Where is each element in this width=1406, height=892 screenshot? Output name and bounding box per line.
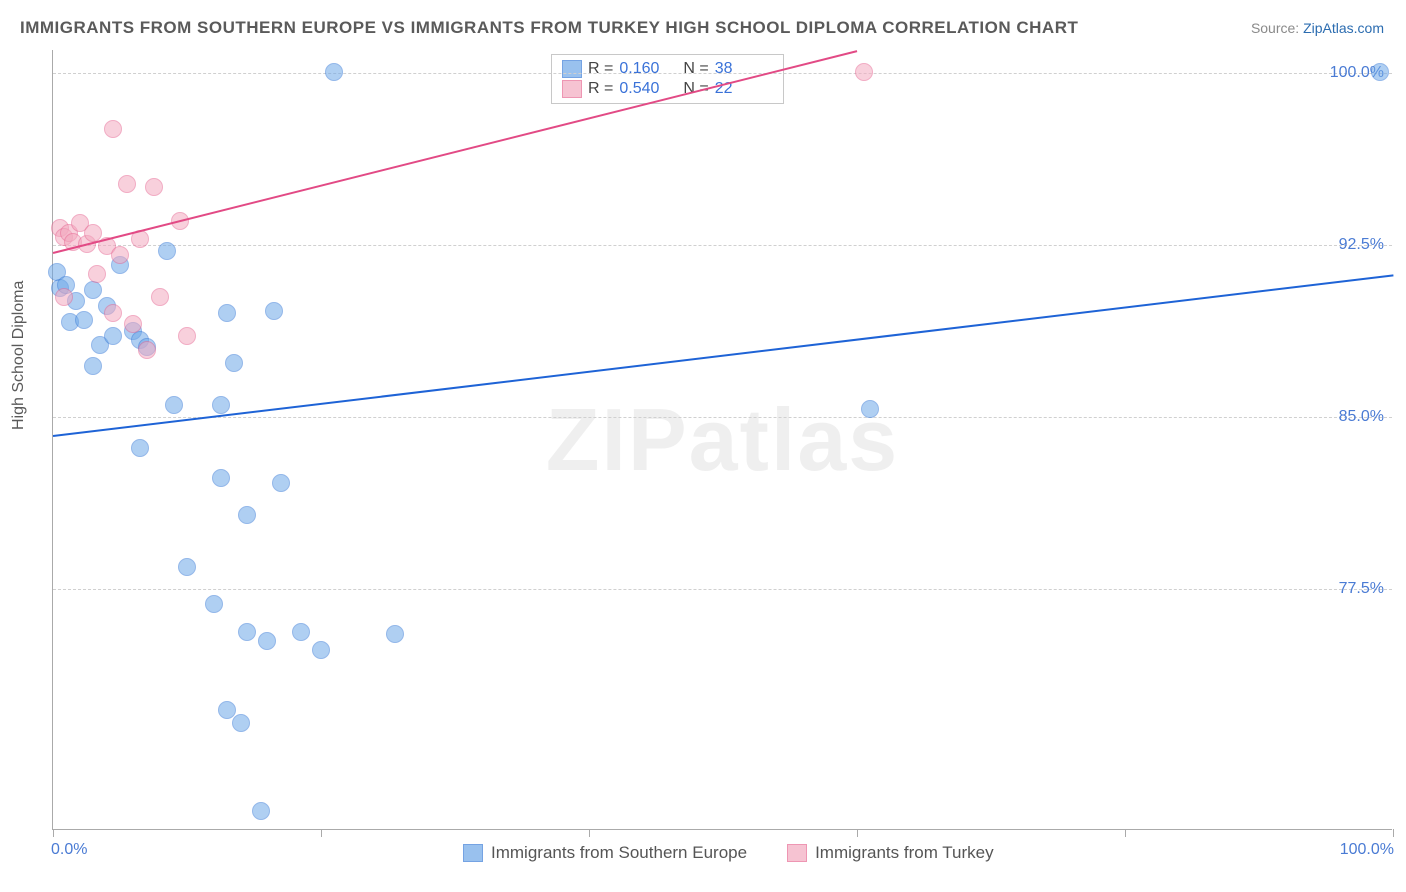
- x-tick: [321, 829, 322, 837]
- legend-series-name: Immigrants from Turkey: [815, 843, 994, 863]
- gridline: [53, 417, 1392, 418]
- scatter-point: [218, 304, 236, 322]
- chart-plot-area: ZIPatlas R = 0.160N = 38R = 0.540N = 22 …: [52, 50, 1392, 830]
- y-tick-label: 77.5%: [1339, 580, 1384, 598]
- legend-stat-row: R = 0.160N = 38: [562, 59, 773, 79]
- scatter-point: [111, 246, 129, 264]
- scatter-point: [212, 396, 230, 414]
- legend-swatch: [562, 80, 582, 98]
- scatter-point: [84, 281, 102, 299]
- trend-line: [53, 50, 857, 254]
- scatter-point: [232, 714, 250, 732]
- scatter-point: [131, 439, 149, 457]
- scatter-point: [258, 632, 276, 650]
- scatter-point: [178, 558, 196, 576]
- gridline: [53, 589, 1392, 590]
- scatter-point: [238, 623, 256, 641]
- x-tick: [53, 829, 54, 837]
- source-prefix: Source:: [1251, 20, 1303, 36]
- legend-r-label: R =: [588, 60, 613, 78]
- x-tick: [1125, 829, 1126, 837]
- scatter-point: [272, 474, 290, 492]
- scatter-point: [265, 302, 283, 320]
- scatter-point: [1371, 63, 1389, 81]
- scatter-point: [225, 354, 243, 372]
- x-tick: [857, 829, 858, 837]
- x-tick: [1393, 829, 1394, 837]
- scatter-point: [151, 288, 169, 306]
- watermark-text: ZIPatlas: [546, 389, 899, 491]
- legend-swatch: [562, 60, 582, 78]
- x-axis-min-label: 0.0%: [51, 841, 87, 859]
- scatter-point: [145, 178, 163, 196]
- chart-title: IMMIGRANTS FROM SOUTHERN EUROPE VS IMMIG…: [20, 18, 1078, 38]
- legend-series-item: Immigrants from Southern Europe: [463, 843, 747, 863]
- legend-r-label: R =: [588, 80, 613, 98]
- gridline: [53, 73, 1392, 74]
- source-link[interactable]: ZipAtlas.com: [1303, 20, 1384, 36]
- trend-line: [53, 275, 1393, 438]
- legend-series-bottom: Immigrants from Southern Europe Immigrant…: [463, 843, 994, 863]
- scatter-point: [75, 311, 93, 329]
- legend-swatch: [787, 844, 807, 862]
- scatter-point: [312, 641, 330, 659]
- scatter-point: [205, 595, 223, 613]
- scatter-point: [118, 175, 136, 193]
- scatter-point: [104, 327, 122, 345]
- legend-r-value: 0.160: [619, 60, 677, 78]
- scatter-point: [855, 63, 873, 81]
- legend-series-item: Immigrants from Turkey: [787, 843, 994, 863]
- x-axis-max-label: 100.0%: [1340, 841, 1394, 859]
- scatter-point: [55, 288, 73, 306]
- scatter-point: [238, 506, 256, 524]
- scatter-point: [861, 400, 879, 418]
- legend-stat-row: R = 0.540N = 22: [562, 79, 773, 99]
- scatter-point: [124, 315, 142, 333]
- scatter-point: [88, 265, 106, 283]
- legend-r-value: 0.540: [619, 80, 677, 98]
- scatter-point: [84, 357, 102, 375]
- scatter-point: [104, 120, 122, 138]
- scatter-point: [212, 469, 230, 487]
- scatter-point: [104, 304, 122, 322]
- legend-series-name: Immigrants from Southern Europe: [491, 843, 747, 863]
- source-attribution: Source: ZipAtlas.com: [1251, 20, 1384, 36]
- x-tick: [589, 829, 590, 837]
- y-axis-label: High School Diploma: [10, 281, 28, 430]
- scatter-point: [138, 341, 156, 359]
- legend-swatch: [463, 844, 483, 862]
- gridline: [53, 245, 1392, 246]
- y-tick-label: 92.5%: [1339, 236, 1384, 254]
- scatter-point: [292, 623, 310, 641]
- scatter-point: [165, 396, 183, 414]
- scatter-point: [252, 802, 270, 820]
- scatter-point: [386, 625, 404, 643]
- y-tick-label: 85.0%: [1339, 408, 1384, 426]
- legend-n-label: N =: [683, 60, 708, 78]
- scatter-point: [325, 63, 343, 81]
- scatter-point: [158, 242, 176, 260]
- scatter-point: [178, 327, 196, 345]
